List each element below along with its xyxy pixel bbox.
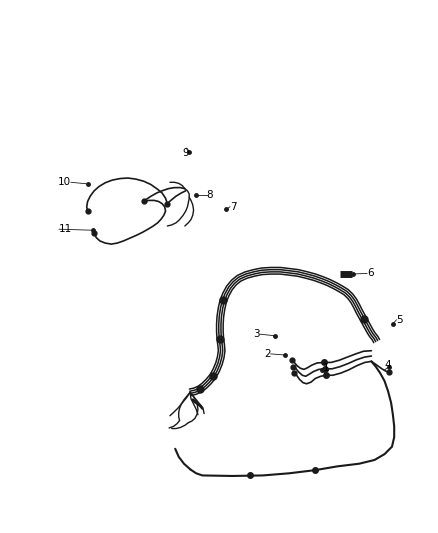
Text: 4: 4 <box>385 360 391 370</box>
Text: 11: 11 <box>59 224 72 234</box>
Text: 9: 9 <box>183 148 190 158</box>
Text: 10: 10 <box>58 177 71 187</box>
Text: 6: 6 <box>367 269 374 278</box>
Text: 8: 8 <box>207 190 213 200</box>
Text: 1: 1 <box>323 363 330 373</box>
Text: 7: 7 <box>230 202 237 212</box>
Text: 5: 5 <box>396 315 403 325</box>
Text: 2: 2 <box>264 349 271 359</box>
Text: 3: 3 <box>254 329 260 339</box>
